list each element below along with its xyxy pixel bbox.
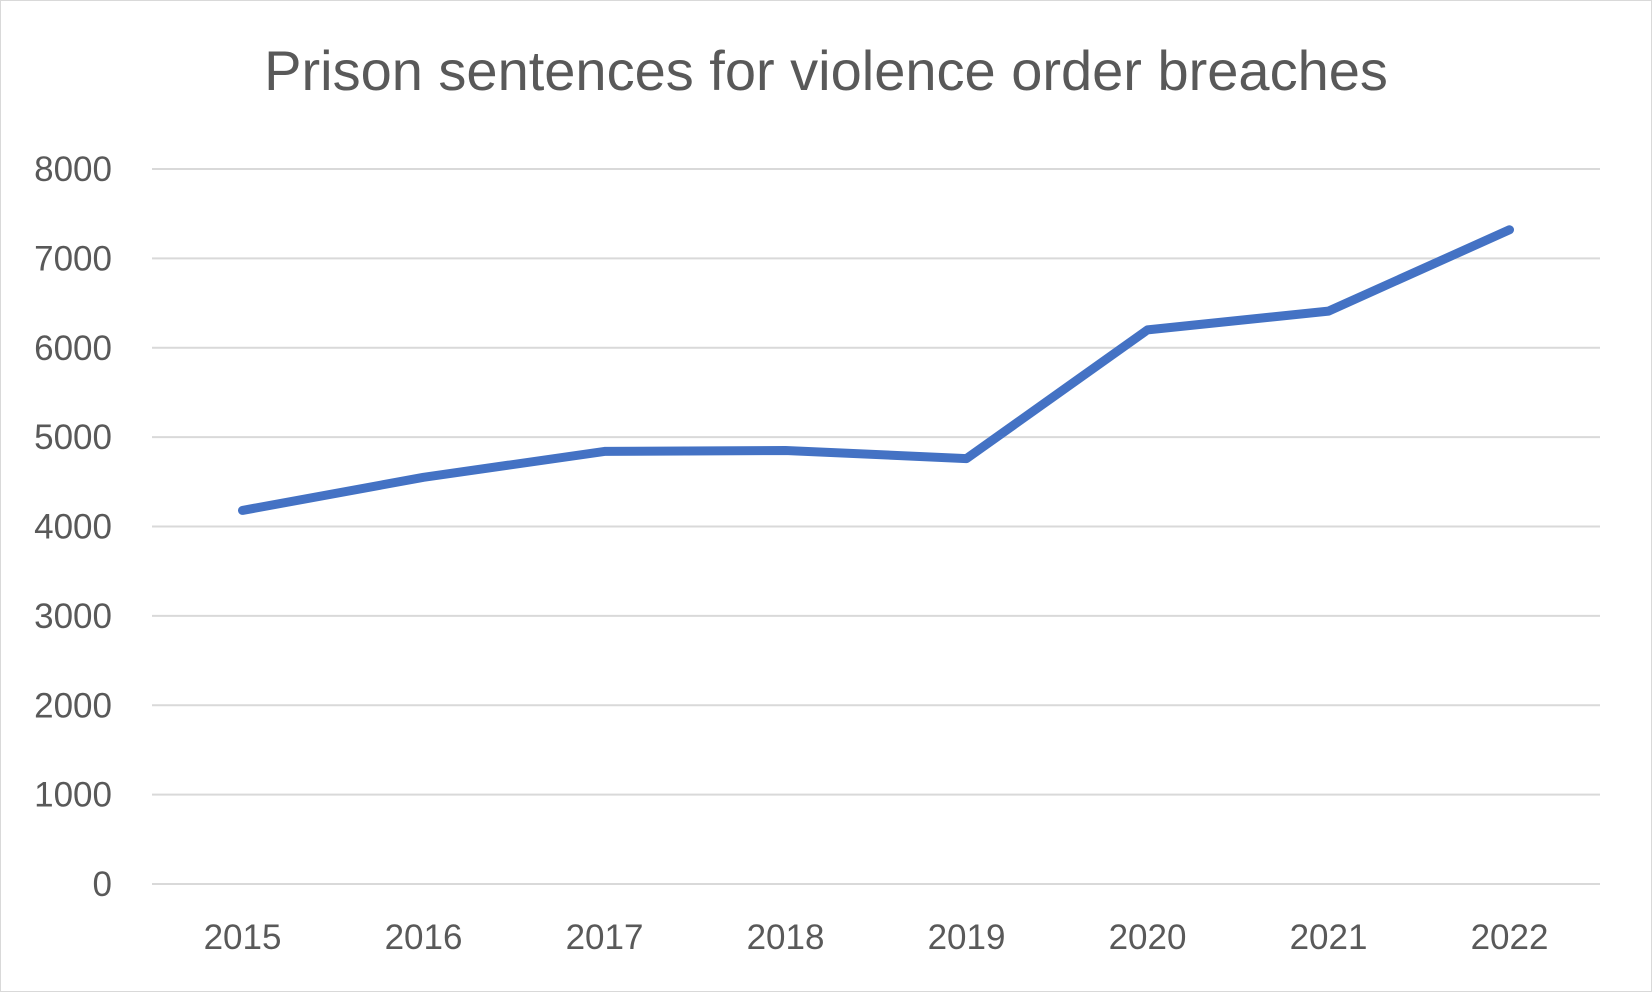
gridlines [152, 168, 1600, 885]
chart-title: Prison sentences for violence order brea… [264, 39, 1388, 102]
y-axis: 0 1000 2000 3000 4000 5000 6000 7000 8000 [34, 150, 112, 904]
x-tick-label: 2020 [1109, 918, 1187, 957]
x-tick-label: 2017 [566, 918, 644, 957]
y-tick-label: 8000 [34, 150, 112, 189]
y-tick-label: 6000 [34, 329, 112, 368]
x-tick-label: 2022 [1471, 918, 1549, 957]
x-tick-label: 2019 [928, 918, 1006, 957]
x-tick-label: 2016 [385, 918, 463, 957]
y-tick-label: 3000 [34, 597, 112, 636]
y-tick-label: 5000 [34, 418, 112, 457]
x-tick-label: 2021 [1290, 918, 1368, 957]
x-axis: 2015 2016 2017 2018 2019 2020 2021 2022 [204, 918, 1549, 957]
y-tick-label: 2000 [34, 686, 112, 725]
y-tick-label: 1000 [34, 776, 112, 815]
series-line-0 [238, 225, 1514, 515]
y-tick-label: 4000 [34, 508, 112, 547]
y-tick-label: 7000 [34, 239, 112, 278]
x-tick-label: 2018 [747, 918, 825, 957]
series-group [238, 225, 1514, 515]
y-tick-label: 0 [93, 865, 112, 904]
x-tick-label: 2015 [204, 918, 282, 957]
